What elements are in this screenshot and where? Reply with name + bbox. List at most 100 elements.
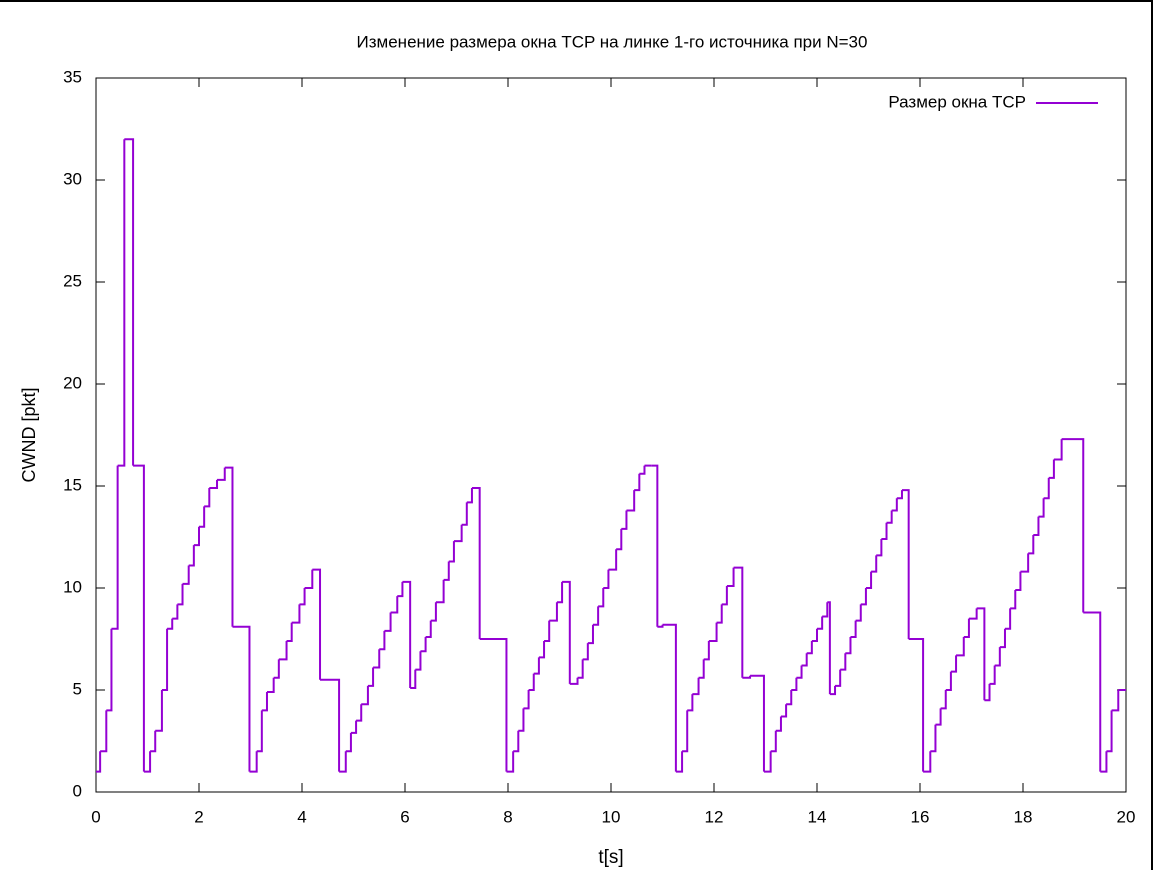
y-tick-label: 15: [63, 475, 82, 494]
step-segment: [976, 607, 986, 701]
step-segment: [1015, 571, 1022, 592]
step-segment: [935, 708, 942, 726]
step-segment: [850, 620, 857, 638]
step-segment: [989, 665, 996, 685]
step-segment: [350, 720, 358, 734]
step-segment: [733, 566, 744, 678]
step-segment: [155, 690, 163, 732]
step-segment: [1038, 498, 1045, 518]
step-segment: [1053, 439, 1063, 461]
step-segment: [817, 616, 824, 630]
step-segment: [675, 751, 684, 773]
x-tick-label: 14: [808, 807, 827, 826]
step-segment: [425, 620, 432, 638]
step-segment: [249, 751, 258, 773]
x-tick-label: 18: [1014, 807, 1033, 826]
step-segment: [513, 730, 520, 753]
step-segment: [356, 704, 363, 722]
step-segment: [908, 638, 925, 772]
step-segment: [616, 528, 623, 551]
step-segment: [786, 690, 793, 706]
step-segment: [845, 636, 852, 655]
step-segment: [479, 638, 508, 772]
y-tick-label: 0: [73, 781, 82, 800]
step-segment: [881, 522, 888, 541]
step-segment: [577, 659, 584, 679]
x-tick-label: 0: [91, 807, 100, 826]
step-segment: [708, 622, 718, 643]
step-segment: [232, 625, 251, 772]
step-segment: [204, 488, 211, 508]
step-segment: [320, 678, 341, 772]
step-segment: [286, 622, 293, 643]
step-segment: [106, 628, 113, 712]
x-tick-label: 10: [602, 807, 621, 826]
step-segment: [621, 510, 628, 530]
step-segment: [1010, 590, 1017, 610]
step-segment: [209, 479, 219, 490]
step-segment: [312, 568, 322, 680]
step-segment: [299, 588, 306, 606]
step-segment: [608, 549, 618, 571]
step-segment: [750, 674, 765, 772]
step-segment: [124, 138, 135, 466]
step-segment: [361, 685, 369, 706]
step-segment: [682, 710, 689, 753]
step-segment: [556, 581, 564, 604]
step-segment: [1033, 516, 1040, 536]
y-tick-label: 25: [63, 271, 82, 290]
step-segment: [278, 641, 288, 661]
step-segment: [840, 653, 847, 671]
y-tick-label: 30: [63, 169, 82, 188]
step-segment: [626, 490, 636, 512]
step-segment: [261, 692, 268, 712]
step-segment: [587, 624, 594, 645]
step-segment: [345, 732, 352, 753]
step-segment: [835, 669, 842, 687]
step-segment: [273, 659, 280, 679]
step-segment: [133, 464, 145, 772]
step-segment: [801, 653, 808, 667]
step-segment: [150, 730, 157, 753]
step-segment: [860, 588, 867, 606]
step-segment: [639, 465, 646, 475]
step-segment: [390, 596, 399, 614]
step-segment: [256, 710, 263, 753]
step-segment: [448, 541, 455, 563]
step-segment: [592, 606, 600, 626]
step-segment: [538, 641, 546, 659]
step-segment: [1083, 611, 1102, 772]
step-segment: [1020, 553, 1030, 573]
step-segment: [384, 612, 392, 632]
y-tick-label: 20: [63, 373, 82, 392]
step-segment: [117, 139, 126, 467]
step-segment: [634, 473, 641, 492]
step-segment: [796, 665, 803, 679]
y-tick-label: 5: [73, 679, 82, 698]
step-segment: [443, 561, 450, 581]
step-segment: [716, 604, 723, 624]
x-axis-label: t[s]: [598, 847, 623, 868]
step-segment: [780, 704, 788, 718]
step-segment: [940, 690, 947, 710]
step-segment: [304, 569, 314, 589]
step-segment: [1106, 710, 1113, 753]
plot-frame: [95, 77, 1127, 793]
step-segment: [923, 751, 932, 773]
step-segment: [415, 651, 422, 671]
step-segment: [692, 677, 700, 696]
step-segment: [224, 466, 234, 627]
y-axis-label: CWND [pkt]: [19, 387, 39, 482]
step-segment: [193, 526, 200, 547]
step-segment: [651, 464, 659, 627]
step-segment: [963, 618, 970, 638]
step-segment: [770, 730, 777, 753]
step-segment: [1043, 477, 1050, 500]
step-segment: [662, 623, 677, 772]
step-segment: [775, 716, 782, 732]
step-segment: [217, 467, 226, 481]
step-segment: [956, 636, 965, 657]
step-segment: [177, 583, 184, 606]
step-segment: [1028, 534, 1035, 555]
